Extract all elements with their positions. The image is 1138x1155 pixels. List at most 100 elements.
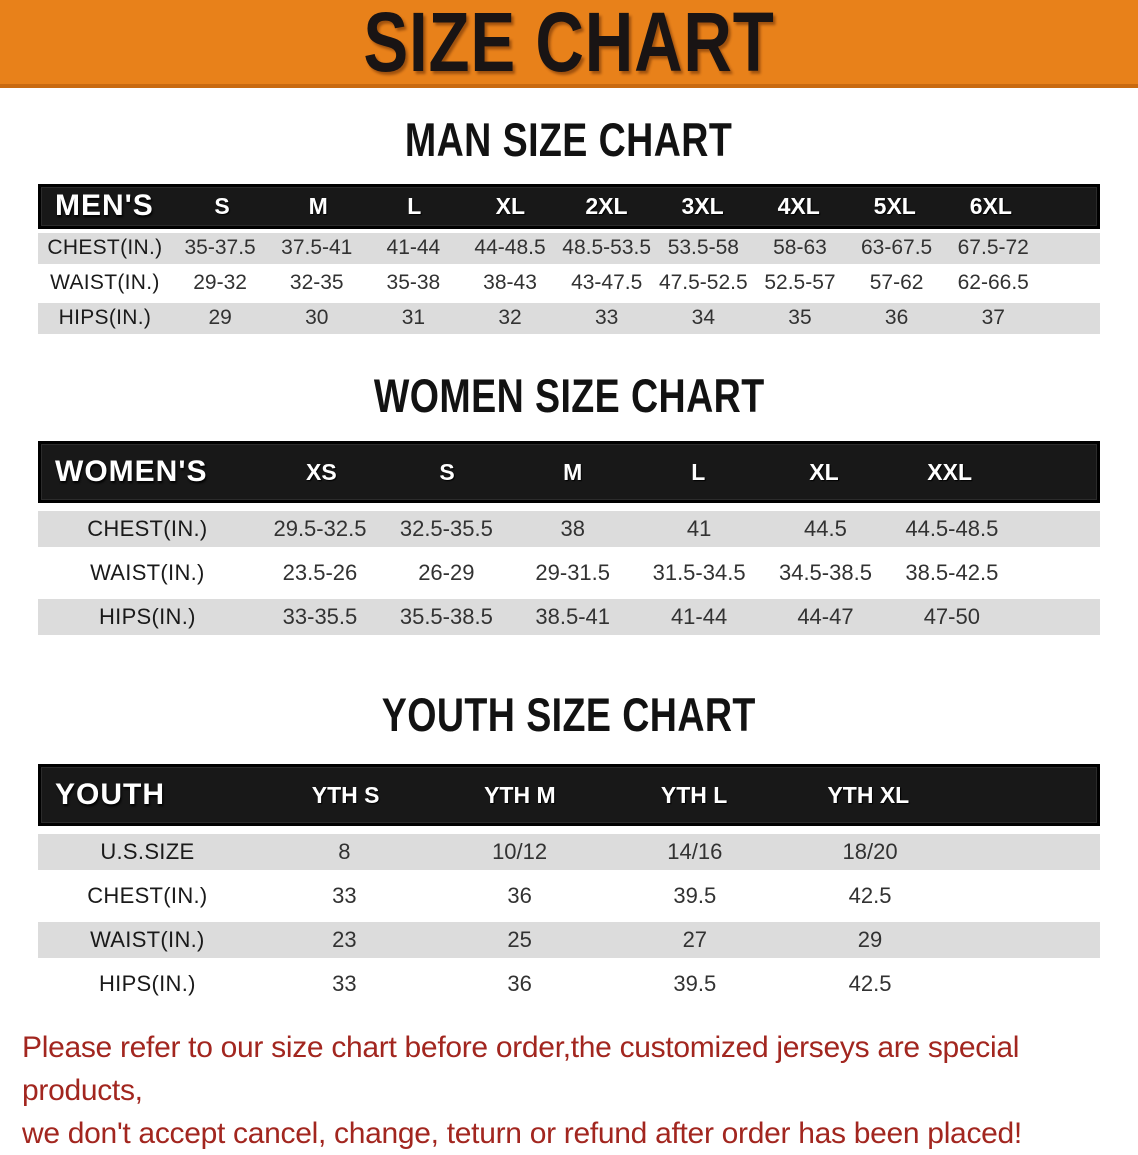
size-cell: 27 [682, 927, 708, 953]
size-cell: 63-67.5 [860, 236, 933, 260]
size-cell: 43-47.5 [571, 271, 643, 295]
disclaimer-line2: we don't accept cancel, change, teturn o… [22, 1117, 1022, 1151]
size-cell: 10/12 [492, 839, 548, 865]
column-header: 6XL [969, 192, 1012, 219]
size-cell: 14/16 [667, 839, 723, 865]
size-cell: 52.5-57 [764, 271, 836, 295]
women-section-heading: WOMEN SIZE CHART [0, 369, 1138, 422]
man-section-heading: MAN SIZE CHART [0, 114, 1138, 166]
youth-table-header-row: YOUTH YTH S YTH M YTH L YTH XL [38, 764, 1100, 827]
row-label: CHEST(IN.) [87, 516, 208, 542]
size-cell: 32-35 [289, 271, 344, 295]
size-cell: 29-31.5 [535, 560, 611, 586]
size-cell: 36 [507, 971, 532, 997]
column-header: YTH XL [827, 781, 910, 808]
youth-size-table: YOUTH YTH S YTH M YTH L YTH XL U.S.SIZE … [38, 764, 1100, 1002]
row-label: WAIST(IN.) [50, 271, 160, 295]
size-cell: 35-38 [386, 271, 441, 295]
column-header: 3XL [681, 192, 724, 219]
table-row: HIPS(IN.) 29 30 31 32 33 34 35 36 37 [38, 302, 1100, 334]
size-cell: 38.5-42.5 [905, 560, 999, 586]
column-header: M [308, 192, 328, 219]
banner: SIZE CHART [0, 0, 1138, 88]
table-row: U.S.SIZE 8 10/12 14/16 18/20 [38, 834, 1100, 871]
row-label: HIPS(IN.) [58, 306, 152, 330]
table-row: HIPS(IN.) 33 36 39.5 42.5 [38, 966, 1100, 1002]
column-header: S [214, 192, 230, 219]
mens-corner-label: MEN'S [55, 189, 154, 223]
disclaimer-line1: Please refer to our size chart before or… [22, 1031, 1020, 1108]
size-cell: 53.5-58 [667, 236, 739, 260]
youth-corner-label: YOUTH [55, 778, 165, 812]
size-cell: 37 [981, 306, 1005, 330]
column-header: L [691, 458, 706, 485]
size-cell: 35.5-38.5 [399, 604, 493, 630]
table-row: CHEST(IN.) 33 36 39.5 42.5 [38, 878, 1100, 914]
size-cell: 29 [208, 306, 232, 330]
youth-section-heading-text: YOUTH SIZE CHART [381, 688, 757, 742]
womens-size-table: WOMEN'S XS S M L XL XXL CHEST(IN.) 29.5-… [38, 441, 1100, 636]
size-cell: 8 [338, 839, 351, 865]
column-header: 5XL [873, 192, 916, 219]
size-cell: 35 [788, 306, 812, 330]
size-cell: 47-50 [923, 604, 980, 630]
table-row: CHEST(IN.) 35-37.5 37.5-41 41-44 44-48.5… [38, 232, 1100, 264]
row-label: CHEST(IN.) [87, 883, 208, 909]
size-cell: 26-29 [418, 560, 475, 586]
size-cell: 37.5-41 [281, 236, 353, 260]
column-header: M [563, 458, 583, 485]
size-cell: 44.5 [804, 516, 847, 542]
size-cell: 44-48.5 [474, 236, 546, 260]
size-cell: 48.5-53.5 [562, 236, 652, 260]
size-cell: 39.5 [673, 883, 717, 909]
table-row: HIPS(IN.) 33-35.5 35.5-38.5 38.5-41 41-4… [38, 599, 1100, 636]
page-title: SIZE CHART [363, 0, 775, 89]
size-cell: 36 [884, 306, 909, 330]
size-cell: 62-66.5 [957, 271, 1029, 295]
size-cell: 44-47 [797, 604, 854, 630]
size-cell: 58-63 [773, 236, 827, 260]
size-cell: 23.5-26 [282, 560, 358, 586]
man-section-heading-text: MAN SIZE CHART [405, 113, 733, 166]
mens-table-header-row: MEN'S S M L XL 2XL 3XL 4XL 5XL 6XL [38, 183, 1100, 229]
size-cell: 67.5-72 [957, 236, 1029, 260]
size-cell: 39.5 [673, 971, 717, 997]
size-cell: 23 [332, 927, 357, 953]
mens-size-table: MEN'S S M L XL 2XL 3XL 4XL 5XL 6XL CHEST… [38, 183, 1100, 334]
column-header: XXL [927, 458, 972, 485]
size-cell: 31 [401, 306, 426, 330]
size-cell: 34 [691, 306, 715, 330]
row-label: CHEST(IN.) [47, 236, 163, 260]
size-cell: 33 [332, 883, 357, 909]
youth-section-heading: YOUTH SIZE CHART [0, 689, 1138, 741]
size-cell: 29 [857, 927, 883, 953]
column-header: XS [306, 458, 337, 485]
size-cell: 29-32 [193, 271, 247, 295]
womens-table-header-row: WOMEN'S XS S M L XL XXL [38, 441, 1100, 504]
column-header: YTH S [311, 781, 380, 808]
size-cell: 32.5-35.5 [399, 516, 493, 542]
size-cell: 42.5 [848, 883, 892, 909]
size-cell: 33-35.5 [282, 604, 358, 630]
column-header: S [439, 458, 455, 485]
size-cell: 38-43 [483, 271, 537, 295]
size-cell: 57-62 [869, 271, 924, 295]
table-row: WAIST(IN.) 29-32 32-35 35-38 38-43 43-47… [38, 268, 1100, 299]
table-row: WAIST(IN.) 23.5-26 26-29 29-31.5 31.5-34… [38, 555, 1100, 591]
column-header: YTH M [484, 781, 556, 808]
size-cell: 41-44 [386, 236, 441, 260]
size-cell: 31.5-34.5 [652, 560, 746, 586]
table-row: WAIST(IN.) 23 25 27 29 [38, 922, 1100, 959]
column-header: 4XL [777, 192, 820, 219]
row-label: WAIST(IN.) [90, 927, 205, 953]
size-cell: 41-44 [670, 604, 728, 630]
size-cell: 36 [507, 883, 532, 909]
column-header: YTH L [660, 781, 728, 808]
table-row: CHEST(IN.) 29.5-32.5 32.5-35.5 38 41 44.… [38, 511, 1100, 548]
size-cell: 18/20 [842, 839, 898, 865]
size-cell: 30 [305, 306, 329, 330]
row-label: HIPS(IN.) [98, 604, 196, 630]
size-cell: 33 [595, 306, 619, 330]
size-cell: 25 [507, 927, 532, 953]
